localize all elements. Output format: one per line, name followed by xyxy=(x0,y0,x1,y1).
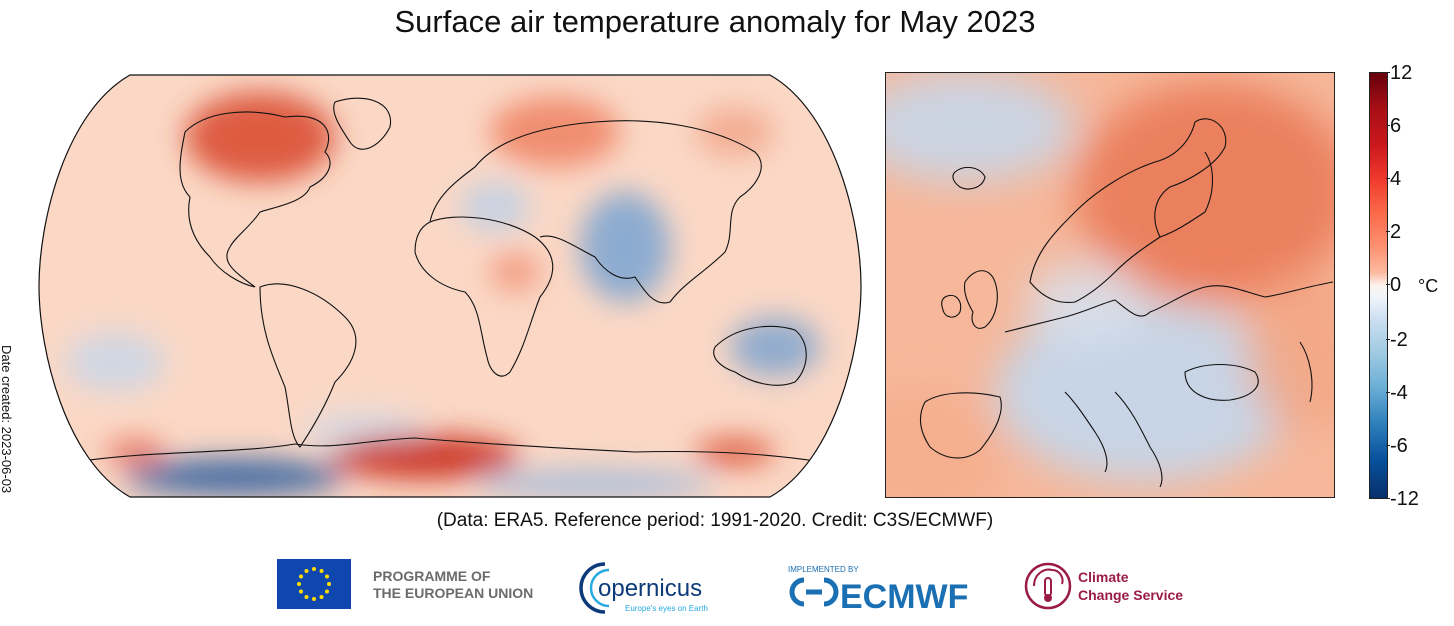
colorbar-tick: 4 xyxy=(1385,168,1402,190)
coast-balkans xyxy=(1114,391,1163,488)
coast-south-america xyxy=(259,283,357,448)
copernicus-logo: opernicus Europe's eyes on Earth xyxy=(579,562,708,614)
chart-title: Surface air temperature anomaly for May … xyxy=(394,4,1036,39)
colorbar-tick: -4 xyxy=(1386,382,1408,404)
eu-warm-southwest xyxy=(886,392,1005,497)
eu-label-line2: THE EUROPEAN UNION xyxy=(373,585,534,601)
coast-finland-russia xyxy=(1159,151,1213,238)
colorbar-tick: 2 xyxy=(1385,221,1402,243)
coast-caspian xyxy=(1299,341,1313,403)
coast-north-america xyxy=(179,111,331,288)
coast-iberia xyxy=(919,392,1002,459)
coast-ireland xyxy=(941,294,962,318)
coast-greenland xyxy=(333,97,392,150)
data-credit-caption: (Data: ERA5. Reference period: 1991-2020… xyxy=(436,510,994,531)
anomaly-warm-ross xyxy=(695,438,775,466)
anomaly-warm-africa xyxy=(490,252,540,292)
coast-britain xyxy=(963,270,998,329)
c3s-line1: Climate xyxy=(1078,569,1129,585)
logo-bar: PROGRAMME OF THE EUROPEAN UNION opernicu… xyxy=(0,552,1454,622)
colorbar-tick: 12 xyxy=(1385,62,1413,84)
anomaly-warm-west xyxy=(105,440,165,464)
anomaly-warm-arctic-east xyxy=(695,107,775,157)
copernicus-name: opernicus xyxy=(598,575,702,602)
colorbar-tick: -2 xyxy=(1386,329,1408,351)
world-anomaly-map xyxy=(38,74,862,498)
coast-africa xyxy=(414,216,554,377)
anomaly-cold-antarctica-east xyxy=(475,470,715,497)
c3s-logo: Climate Change Service xyxy=(1024,562,1183,610)
anomaly-cold-pacific xyxy=(65,332,165,392)
ecmwf-logo: IMPLEMENTED BY ECMWF xyxy=(788,565,968,612)
europe-anomaly-map xyxy=(885,72,1335,498)
copernicus-tagline: Europe's eyes on Earth xyxy=(625,604,708,613)
c3s-line2: Change Service xyxy=(1078,587,1183,603)
coast-australia xyxy=(713,325,807,386)
colorbar-tick: 6 xyxy=(1385,115,1402,137)
coast-antarctica xyxy=(74,437,836,465)
eu-cold-northwest xyxy=(886,73,1075,182)
coast-iceland xyxy=(952,166,986,190)
eu-warm-scandinavia-east xyxy=(1075,82,1334,302)
coast-scandinavia xyxy=(1029,118,1227,304)
anomaly-warm-siberia xyxy=(490,97,620,167)
coast-black-sea xyxy=(1184,364,1259,401)
colorbar-tick: -6 xyxy=(1386,435,1408,457)
coast-mainland xyxy=(1004,281,1334,333)
coast-eurasia xyxy=(429,120,762,304)
colorbar xyxy=(1369,72,1388,499)
eu-flag-icon xyxy=(277,559,351,609)
anomaly-warm-antarctica xyxy=(330,435,520,479)
colorbar-unit: °C xyxy=(1418,276,1439,296)
eu-programme-label: PROGRAMME OF THE EUROPEAN UNION xyxy=(373,568,533,602)
date-created-label: Date created: 2023-06-03 xyxy=(0,345,14,494)
coast-italy xyxy=(1064,391,1108,473)
eu-label-line1: PROGRAMME OF xyxy=(373,568,491,584)
ecmwf-name: ECMWF xyxy=(840,578,968,612)
eu-cold-central xyxy=(995,302,1295,482)
anomaly-cold-antarctica xyxy=(125,459,345,495)
anomaly-cold-europe xyxy=(460,182,530,232)
anomaly-cold-asia xyxy=(580,192,670,302)
colorbar-tick: -12 xyxy=(1386,488,1419,510)
ecmwf-implemented-label: IMPLEMENTED BY xyxy=(788,565,859,574)
colorbar-tick: 0 xyxy=(1385,274,1402,296)
eu-cold-baltic xyxy=(1025,262,1145,342)
anomaly-warm-canada xyxy=(185,92,335,182)
